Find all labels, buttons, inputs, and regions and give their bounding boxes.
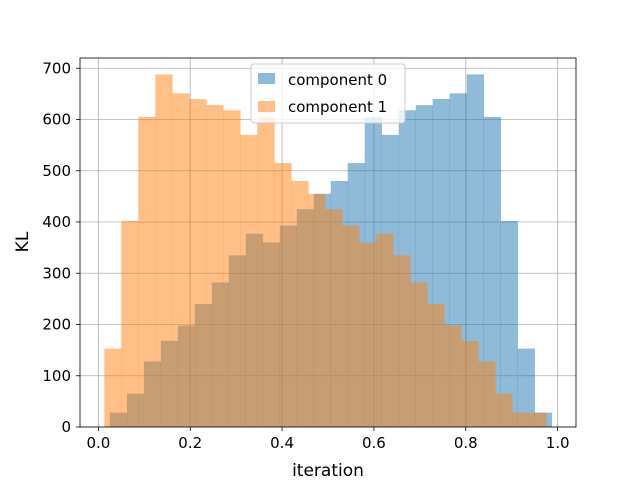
y-tick-label: 0: [61, 418, 71, 436]
legend-label-component-0: component 0: [288, 71, 387, 89]
x-tick-label: 0.8: [454, 434, 478, 452]
histogram-bar: [172, 93, 190, 428]
histogram-bar: [155, 74, 173, 428]
histogram-bar: [274, 163, 292, 427]
y-axis-ticks: 0 100 200 300 400 500 600 700: [42, 59, 80, 436]
histogram-bar: [359, 242, 377, 427]
histogram-bar: [466, 74, 484, 428]
legend: component 0 component 1: [250, 63, 406, 124]
histogram-bar: [393, 255, 411, 427]
x-tick-label: 0.0: [86, 434, 110, 452]
y-tick-label: 100: [42, 367, 71, 385]
y-tick-label: 200: [42, 316, 71, 334]
x-tick-label: 1.0: [546, 434, 570, 452]
histogram-bar: [206, 105, 224, 428]
x-axis-title: iteration: [292, 461, 364, 480]
histogram-bar: [529, 412, 547, 427]
y-axis-title: KL: [13, 231, 33, 252]
y-tick-label: 600: [42, 111, 71, 129]
histogram-bar: [308, 193, 326, 427]
histogram-bar: [104, 348, 122, 427]
histogram-bar: [512, 412, 530, 427]
x-axis-ticks: 0.0 0.2 0.4 0.6 0.8 1.0: [86, 427, 570, 452]
y-tick-label: 700: [42, 59, 71, 77]
histogram-bar: [325, 209, 343, 427]
legend-box: [250, 63, 406, 124]
series-1-bars: [104, 74, 547, 428]
histogram-bar: [427, 304, 445, 427]
histogram-bar: [461, 340, 479, 427]
histogram-bar: [138, 116, 156, 427]
histogram-bar: [223, 110, 241, 428]
histogram-bar: [410, 282, 428, 427]
histogram-bar: [121, 220, 139, 427]
plot-frame: [79, 57, 577, 428]
legend-swatch-component-0: [258, 73, 275, 84]
histogram-bar: [240, 134, 258, 427]
histogram-bar: [444, 325, 462, 427]
histogram-bar: [342, 225, 360, 427]
y-tick-label: 300: [42, 264, 71, 282]
histogram-bar: [257, 116, 275, 427]
x-tick-label: 0.4: [270, 434, 294, 452]
histogram-bar: [517, 348, 535, 427]
histogram-bar: [376, 233, 394, 427]
histogram-bar: [495, 393, 513, 427]
y-tick-label: 500: [42, 162, 71, 180]
legend-swatch-component-1: [258, 101, 275, 112]
histogram-bar: [500, 220, 518, 427]
histogram-bar: [291, 181, 309, 427]
legend-label-component-1: component 1: [288, 98, 387, 116]
y-tick-label: 400: [42, 213, 71, 231]
x-tick-label: 0.2: [178, 434, 202, 452]
histogram-bar: [189, 99, 207, 427]
histogram-bar: [483, 116, 501, 427]
x-tick-label: 0.6: [362, 434, 386, 452]
histogram-bars: [104, 74, 552, 428]
histogram-bar: [478, 361, 496, 427]
